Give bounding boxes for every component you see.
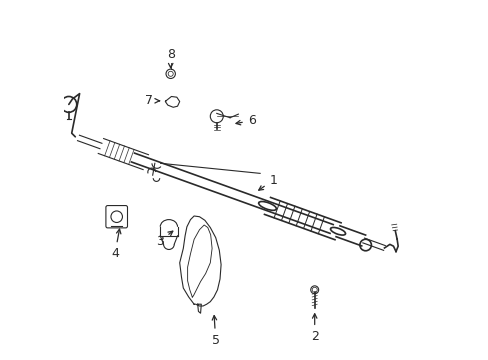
Text: 5: 5 xyxy=(211,316,219,347)
Text: 8: 8 xyxy=(166,48,174,68)
Text: 4: 4 xyxy=(111,229,121,260)
Text: 7: 7 xyxy=(145,94,159,107)
Text: 3: 3 xyxy=(156,231,172,248)
Text: 2: 2 xyxy=(310,314,318,343)
Text: 1: 1 xyxy=(258,174,277,190)
Text: 6: 6 xyxy=(236,114,255,127)
